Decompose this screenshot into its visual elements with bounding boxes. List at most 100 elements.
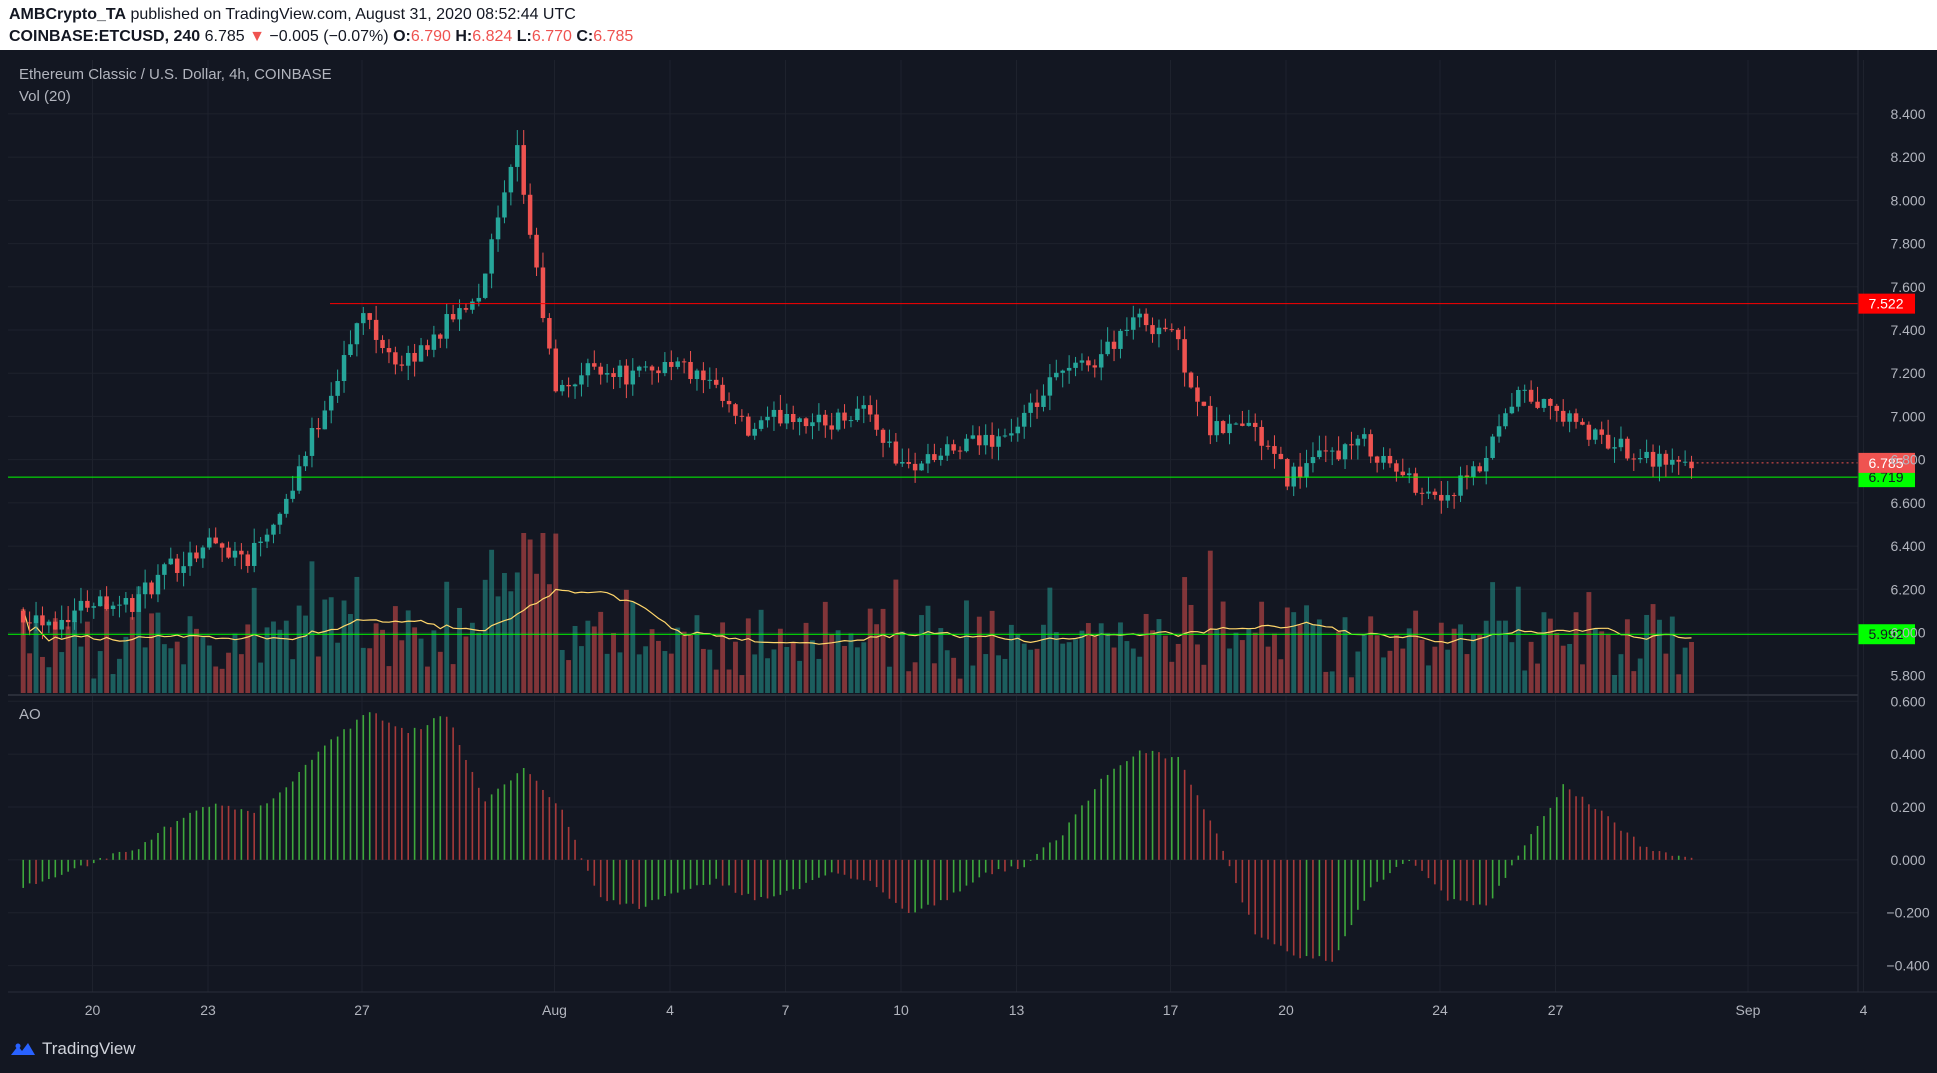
candle-body: [816, 414, 822, 423]
ao-bar: [394, 726, 397, 860]
ao-bar: [766, 859, 769, 899]
candle-body: [219, 543, 225, 548]
volume-bar: [380, 629, 385, 693]
candle-body: [572, 384, 578, 387]
candle-body: [20, 610, 26, 623]
ao-bar: [1299, 859, 1301, 959]
candle-body: [758, 420, 764, 429]
volume-bar: [604, 653, 610, 693]
ao-bar: [1376, 859, 1378, 882]
ao-bar: [1267, 859, 1269, 940]
ao-bar: [1671, 855, 1674, 860]
candle-body: [1355, 438, 1361, 446]
candle-body: [1567, 413, 1572, 422]
volume-bar: [431, 630, 437, 693]
ao-bar: [606, 859, 608, 902]
volume-bar: [623, 589, 629, 693]
horizontal-lines[interactable]: 7.522 6.719 5.992 6.785: [8, 293, 1915, 645]
candle-body: [1220, 421, 1226, 434]
ao-legend[interactable]: AO: [19, 706, 41, 723]
price-change: −0.005 (−0.07%): [269, 28, 389, 45]
volume-bar: [668, 653, 674, 693]
ao-bar: [240, 809, 243, 860]
ao-bar: [670, 859, 673, 894]
candle-body: [1477, 466, 1483, 472]
candle-body: [515, 145, 520, 167]
volume-bar: [149, 613, 154, 693]
candle-body: [1554, 405, 1560, 411]
ao-bar: [1068, 822, 1070, 860]
ao-bar: [1626, 832, 1629, 860]
ao-bar: [1466, 859, 1468, 902]
candle-body: [1625, 438, 1630, 459]
time-tick-label: 23: [200, 1002, 216, 1018]
volume-bar: [187, 616, 193, 693]
volume-bar: [155, 612, 161, 693]
ao-bar: [1247, 859, 1250, 915]
candle-body: [1612, 447, 1617, 449]
candle-body: [1644, 451, 1649, 459]
volume-bar: [1573, 612, 1579, 693]
volume-bar: [1631, 671, 1637, 693]
ao-bar: [1016, 859, 1019, 869]
candle-body: [649, 366, 655, 371]
volume-bar: [559, 649, 565, 693]
candle-body: [1009, 433, 1014, 436]
candle-body: [790, 414, 796, 423]
ao-bar: [1228, 859, 1231, 867]
candle-body: [1163, 327, 1168, 330]
ao-bar: [1151, 750, 1154, 860]
candle-body: [630, 370, 636, 385]
volume-bar: [1470, 634, 1476, 693]
volume-bar: [40, 656, 45, 693]
volume-bar: [84, 621, 90, 693]
volume-bar: [585, 620, 591, 693]
ao-bar: [1555, 797, 1558, 860]
ao-bar: [246, 810, 249, 860]
ao-bar: [426, 725, 429, 860]
ao-bar: [176, 820, 179, 860]
volume-bar: [1079, 630, 1085, 693]
volume-bar: [553, 533, 559, 693]
volume-bar: [264, 627, 270, 693]
candle-body: [46, 621, 52, 626]
ao-bar: [959, 859, 961, 892]
volume-bar: [970, 665, 976, 693]
ao-bar: [92, 859, 95, 864]
candle-body: [906, 462, 911, 464]
ao-bar: [349, 728, 352, 860]
volume-bar: [129, 617, 135, 693]
candle-body: [316, 428, 321, 430]
candle-body: [1586, 424, 1592, 440]
ao-bar: [1357, 859, 1359, 910]
candle-body: [1419, 492, 1425, 494]
ao-bar: [542, 789, 544, 860]
volume-bar: [1041, 624, 1046, 693]
candle-body: [1143, 313, 1149, 326]
volume-bar: [290, 659, 296, 693]
ao-bar: [1049, 842, 1051, 860]
tradingview-brand[interactable]: TradingView: [10, 1039, 136, 1059]
volume-bar: [200, 637, 206, 693]
ao-bar: [741, 859, 743, 896]
volume-bar: [656, 640, 661, 693]
publisher-name[interactable]: AMBCrypto_TA: [9, 6, 127, 23]
volume-bar: [630, 601, 636, 693]
ao-bar: [259, 805, 262, 860]
ao-bar: [676, 859, 679, 893]
candle-body: [1111, 341, 1117, 349]
symbol-label[interactable]: COINBASE:ETCUSD, 240: [9, 28, 201, 45]
main-series-legend[interactable]: Ethereum Classic / U.S. Dollar, 4h, COIN…: [19, 66, 332, 83]
volume-bar: [919, 615, 924, 693]
time-tick-label: Aug: [542, 1002, 567, 1018]
candle-body: [65, 619, 71, 623]
volume-legend[interactable]: Vol (20): [19, 88, 71, 105]
ao-bar: [1292, 859, 1295, 956]
chart-area[interactable]: 7.522 6.719 5.992 6.785 5.800 6.000 6.200 6.40…: [0, 50, 1937, 1027]
volume-bar: [1002, 658, 1008, 693]
ao-bar: [28, 859, 31, 884]
volume-bar: [951, 657, 957, 693]
volume-bar: [1092, 636, 1098, 693]
low-label: L:: [516, 28, 532, 45]
price-tick-label: 7.800: [1890, 236, 1925, 252]
